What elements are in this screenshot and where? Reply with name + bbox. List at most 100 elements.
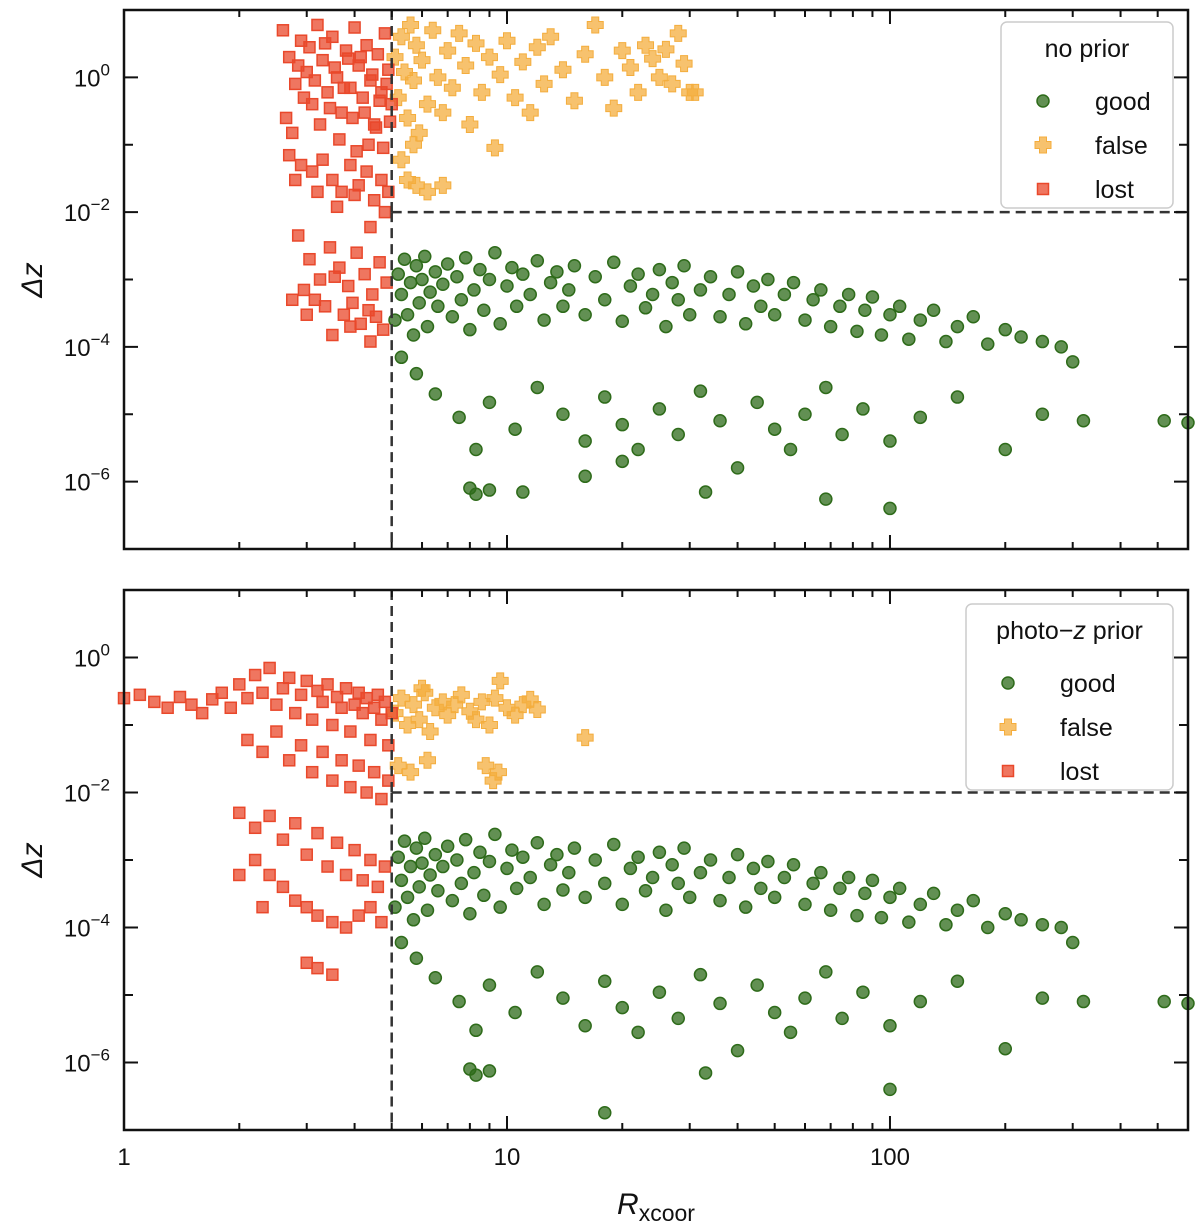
top-lost-point — [305, 97, 319, 111]
bottom-good-point — [767, 890, 782, 905]
top-good-point — [883, 434, 897, 448]
bottom-false-point — [413, 679, 431, 697]
bottom-false-point — [528, 700, 546, 718]
top-lost-point — [366, 288, 379, 301]
top-lost-point — [279, 111, 293, 125]
bottom-good-point — [436, 859, 450, 874]
bottom-legend-marker-lost — [1001, 764, 1015, 778]
top-false-point — [429, 68, 447, 86]
bottom-lost-point — [375, 915, 388, 929]
top-lost-point — [291, 59, 305, 72]
top-lost-point — [362, 303, 375, 317]
top-good-point — [394, 287, 409, 302]
bottom-good-point — [856, 985, 870, 999]
top-good-point — [1035, 407, 1050, 421]
bottom-lost-point — [248, 821, 262, 835]
legend-title-part: photo− — [996, 617, 1073, 645]
bottom-good-point — [543, 858, 558, 872]
top-good-point — [939, 334, 953, 349]
top-false-point — [443, 79, 461, 97]
bottom-lost-point — [224, 701, 238, 715]
bottom-lost-point — [289, 817, 302, 830]
top-ytick-label: 100 — [74, 60, 110, 92]
top-good-point — [841, 287, 856, 302]
top-false-point — [605, 99, 623, 117]
top-good-point — [746, 279, 761, 293]
top-false-point — [410, 124, 428, 142]
top-good-point — [606, 255, 621, 270]
top-false-point — [675, 55, 693, 73]
top-lost-point — [369, 310, 383, 323]
top-lost-point — [341, 52, 355, 65]
bottom-good-point — [415, 856, 429, 870]
top-lost-point — [328, 61, 341, 74]
bottom-good-point — [665, 858, 679, 872]
top-lost-point — [300, 65, 313, 79]
top-good-point — [500, 279, 514, 293]
top-legend-label-lost: lost — [1095, 176, 1134, 204]
bottom-lost-point — [233, 806, 246, 820]
top-lost-point — [382, 63, 395, 76]
bottom-legend-label-lost: lost — [1060, 758, 1099, 786]
bottom-good-point — [659, 903, 673, 918]
top-false-point — [491, 66, 509, 84]
top-good-point — [530, 380, 545, 395]
bottom-good-point — [652, 845, 667, 860]
bottom-good-point — [713, 996, 727, 1011]
bottom-good-point — [677, 841, 691, 855]
bottom-good-point — [950, 903, 965, 918]
bottom-good-point — [1035, 991, 1050, 1005]
bottom-good-point — [530, 965, 545, 979]
bottom-lost-point — [382, 739, 395, 752]
bottom-lost-point — [133, 688, 147, 702]
bottom-lost-point — [339, 868, 353, 882]
top-false-point — [434, 176, 452, 194]
top-good-point — [467, 283, 481, 297]
top-good-point — [856, 402, 870, 416]
bottom-good-point — [523, 870, 537, 885]
bottom-good-point — [397, 834, 412, 848]
bottom-good-point — [913, 994, 928, 1009]
top-good-point — [703, 269, 718, 284]
top-false-point — [392, 28, 410, 46]
top-ytick-label: 10−6 — [64, 465, 110, 497]
bottom-good-point — [556, 883, 570, 897]
bottom-good-point — [713, 893, 727, 908]
top-good-point — [482, 272, 497, 287]
bottom-good-point — [394, 935, 409, 950]
bottom-lost-point — [173, 690, 187, 704]
bottom-lost-point — [305, 713, 319, 726]
bottom-good-point — [783, 1025, 798, 1040]
bottom-ytick-label: 10−4 — [64, 911, 110, 943]
top-lost-point — [308, 293, 322, 307]
ytick-exponent: −6 — [91, 465, 110, 484]
top-lost-point — [291, 229, 305, 242]
top-lost-point — [323, 101, 337, 115]
bottom-good-point — [966, 893, 981, 908]
top-false-point — [498, 32, 516, 50]
bottom-false-point — [452, 686, 470, 704]
top-good-point — [436, 277, 450, 292]
bottom-good-point — [950, 974, 965, 988]
top-good-point — [638, 301, 653, 315]
bottom-lost-point — [294, 688, 308, 702]
top-good-point — [950, 319, 965, 334]
bottom-lost-point — [321, 860, 334, 873]
bottom-good-point — [578, 890, 592, 905]
bottom-lost-point — [326, 968, 339, 981]
top-lost-point — [333, 133, 346, 146]
top-false-point — [467, 34, 485, 52]
top-good-point — [1065, 355, 1080, 369]
bottom-good-point — [431, 884, 445, 898]
bottom-lost-point — [364, 853, 377, 867]
bottom-good-point — [730, 847, 745, 862]
bottom-good-point — [631, 1025, 645, 1040]
top-false-point — [457, 57, 475, 75]
bottom-lost-point — [378, 695, 392, 709]
bottom-good-point — [482, 854, 497, 869]
bottom-lost-point — [344, 780, 357, 794]
bottom-good-point — [578, 1019, 592, 1033]
top-good-point — [567, 258, 582, 273]
bottom-lost-point — [364, 900, 377, 914]
bottom-lost-point — [305, 765, 319, 779]
